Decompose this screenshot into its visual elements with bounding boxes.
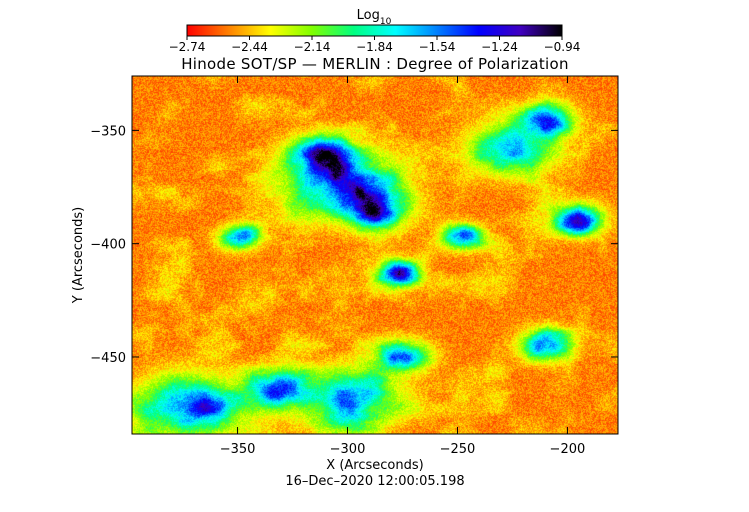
y-tick-label: −350 [90,124,126,139]
x-tick-label: −200 [550,442,586,457]
colorbar-ticks: −2.74 −2.44 −2.14 −1.84 −1.54 −1.24 −0.94 [169,36,581,54]
colorbar-tick-label: −1.84 [356,40,393,54]
colorbar-tick-label: −2.44 [231,40,268,54]
x-axis-ticks: −350 −300 −250 −200 [220,76,586,457]
colorbar-tick-label: −0.94 [544,40,581,54]
chart-title: Hinode SOT/SP — MERLIN : Degree of Polar… [181,55,569,73]
heatmap-image [132,76,618,434]
y-tick-label: −400 [90,238,126,253]
colorbar [186,24,563,37]
x-tick-label: −250 [440,442,476,457]
colorbar-label: Log10 [357,8,392,27]
plot-frame [131,75,619,435]
colorbar-tick-label: −1.24 [481,40,518,54]
colorbar-tick-label: −1.54 [419,40,456,54]
timestamp: 16–Dec–2020 12:00:05.198 [285,474,464,489]
x-tick-label: −350 [220,442,256,457]
colorbar-tick-label: −2.14 [294,40,331,54]
colorbar-tick-label: −2.74 [169,40,206,54]
y-tick-label: −450 [90,351,126,366]
y-axis-ticks: −350 −400 −450 [90,124,618,366]
y-axis-label: Y (Arcseconds) [71,207,86,304]
x-axis-label: X (Arcseconds) [326,458,423,473]
x-tick-label: −300 [330,442,366,457]
